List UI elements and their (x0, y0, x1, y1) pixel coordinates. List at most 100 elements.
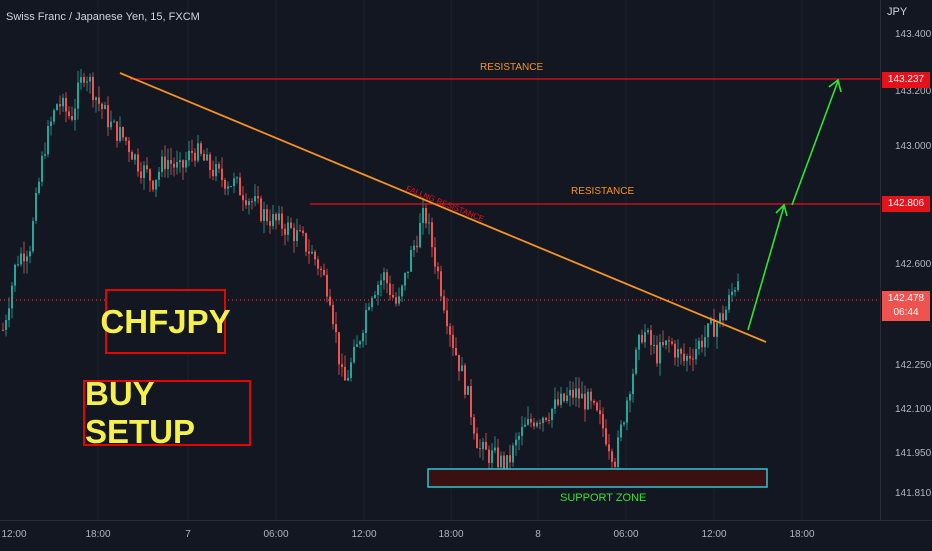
candle-body (323, 269, 325, 275)
candle-body (449, 326, 451, 335)
candle-body (524, 424, 526, 427)
candle-body (500, 455, 502, 468)
candle-body (188, 150, 190, 161)
candle-body (725, 309, 727, 321)
candle-body (212, 169, 214, 177)
candle-body (362, 332, 364, 342)
candle-body (185, 160, 187, 168)
candle-body (650, 330, 652, 345)
candle-body (140, 171, 142, 178)
candle-body (419, 222, 421, 248)
candle-body (617, 437, 619, 467)
candle-body (437, 266, 439, 272)
candle-body (635, 349, 637, 374)
candle-body (206, 154, 208, 161)
candle-body (374, 295, 376, 298)
candle-body (191, 150, 193, 153)
candle-body (665, 340, 667, 345)
candle-body (131, 152, 133, 160)
candle-body (551, 408, 553, 421)
price-tick: 141.810 (895, 488, 932, 499)
price-chart[interactable] (0, 0, 880, 520)
candle-body (227, 186, 229, 189)
candle-body (302, 230, 304, 234)
candlestick-series (2, 68, 739, 482)
candle-body (560, 393, 562, 405)
candle-body (722, 313, 724, 321)
price-tick: 142.100 (895, 404, 932, 415)
candle-body (713, 318, 715, 337)
candle-body (155, 179, 157, 190)
candle-body (554, 399, 556, 409)
candle-body (506, 455, 508, 470)
candle-body (422, 207, 424, 223)
candle-body (134, 154, 136, 160)
candle-body (656, 344, 658, 364)
candle-body (692, 358, 694, 360)
candle-body (398, 296, 400, 304)
candle-body (476, 433, 478, 449)
time-axis[interactable] (0, 520, 932, 551)
candle-body (431, 222, 433, 248)
candle-body (341, 364, 343, 367)
candle-body (425, 207, 427, 224)
candle-body (8, 308, 10, 321)
candle-body (671, 341, 673, 344)
candle-body (47, 125, 49, 155)
time-tick: 12:00 (1, 529, 27, 540)
candle-body (479, 448, 481, 450)
time-tick: 18:00 (438, 529, 464, 540)
candle-body (236, 177, 238, 179)
time-tick: 06:00 (263, 529, 289, 540)
candle-body (434, 247, 436, 267)
candle-body (326, 274, 328, 297)
candle-body (695, 349, 697, 360)
candle-body (611, 451, 613, 462)
candle-body (248, 201, 250, 206)
candle-body (110, 121, 112, 128)
candle-body (92, 76, 94, 101)
candle-body (65, 97, 67, 112)
candle-body (20, 253, 22, 265)
candle-body (701, 340, 703, 348)
candle-body (86, 81, 88, 83)
candle-body (350, 362, 352, 378)
candle-body (344, 366, 346, 381)
candle-body (161, 156, 163, 172)
candle-body (596, 402, 598, 411)
candle-body (164, 156, 166, 170)
candle-body (353, 346, 355, 363)
candle-body (221, 168, 223, 180)
candle-body (218, 164, 220, 169)
candle-body (50, 121, 52, 126)
candle-body (272, 213, 274, 226)
candle-body (710, 318, 712, 324)
candle-body (41, 155, 43, 182)
candle-body (107, 105, 109, 128)
candle-body (359, 341, 361, 345)
candle-body (530, 418, 532, 423)
candle-body (563, 393, 565, 402)
candle-body (152, 180, 154, 190)
price-tick: 142.600 (895, 259, 932, 270)
price-axis[interactable] (880, 0, 932, 520)
candle-body (491, 450, 493, 463)
support-zone-box (427, 468, 768, 488)
candle-body (719, 313, 721, 324)
candle-body (98, 97, 100, 104)
chart-grid (97, 0, 803, 520)
time-tick: 8 (535, 529, 541, 540)
pair-label-box: CHFJPY (100, 289, 231, 354)
candle-body (548, 420, 550, 422)
candle-body (14, 264, 16, 286)
candle-body (677, 349, 679, 358)
last-price-value: 142.478 (887, 293, 925, 304)
candle-body (557, 399, 559, 405)
candle-body (182, 160, 184, 168)
candle-body (632, 373, 634, 395)
price-tick: 142.250 (895, 360, 932, 371)
candle-body (629, 394, 631, 401)
candle-body (284, 228, 286, 235)
time-tick: 06:00 (613, 529, 639, 540)
candle-body (452, 334, 454, 348)
